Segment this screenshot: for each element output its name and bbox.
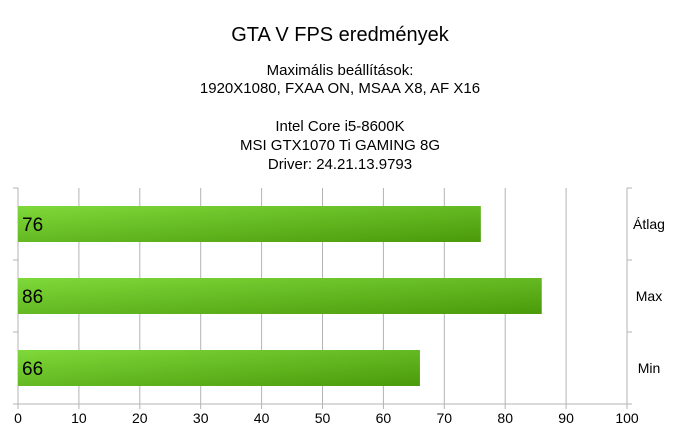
value-label-2: 66 (22, 359, 43, 380)
x-tick-label-10: 10 (71, 410, 87, 426)
chart-title: GTA V FPS eredmények (231, 24, 449, 46)
bar-2 (18, 350, 420, 386)
x-tick-label-40: 40 (254, 410, 270, 426)
x-tick-label-80: 80 (497, 410, 513, 426)
category-label-0: Átlag (633, 216, 665, 232)
x-tick-label-60: 60 (376, 410, 392, 426)
x-tick-label-0: 0 (14, 410, 22, 426)
subtitle-line-4: Intel Core i5-8600K (275, 118, 405, 135)
value-label-0: 76 (22, 215, 43, 236)
bars (18, 206, 542, 386)
subtitle-line-5: MSI GTX1070 Ti GAMING 8G (239, 137, 441, 154)
category-label-2: Min (638, 360, 661, 376)
x-tick-label-100: 100 (615, 410, 639, 426)
category-label-1: Max (636, 288, 662, 304)
x-tick-label-20: 20 (132, 410, 148, 426)
bar-1 (18, 278, 542, 314)
subtitle-line-6: Driver: 24.21.13.9793 (267, 156, 413, 173)
x-tick-label-30: 30 (193, 410, 209, 426)
x-tick-label-50: 50 (315, 410, 331, 426)
subtitle-line-1: Maximális beállítások: (266, 62, 414, 79)
value-label-1: 86 (22, 287, 43, 308)
labels: 0 10 20 30 40 50 60 70 80 90 100 76 Átlag 86 Max 66 Min (14, 215, 665, 426)
x-tick-label-90: 90 (558, 410, 574, 426)
bar-0 (18, 206, 481, 242)
subtitle-line-2: 1920X1080, FXAA ON, MSAA X8, AF X16 (199, 80, 481, 97)
x-tick-label-70: 70 (437, 410, 453, 426)
